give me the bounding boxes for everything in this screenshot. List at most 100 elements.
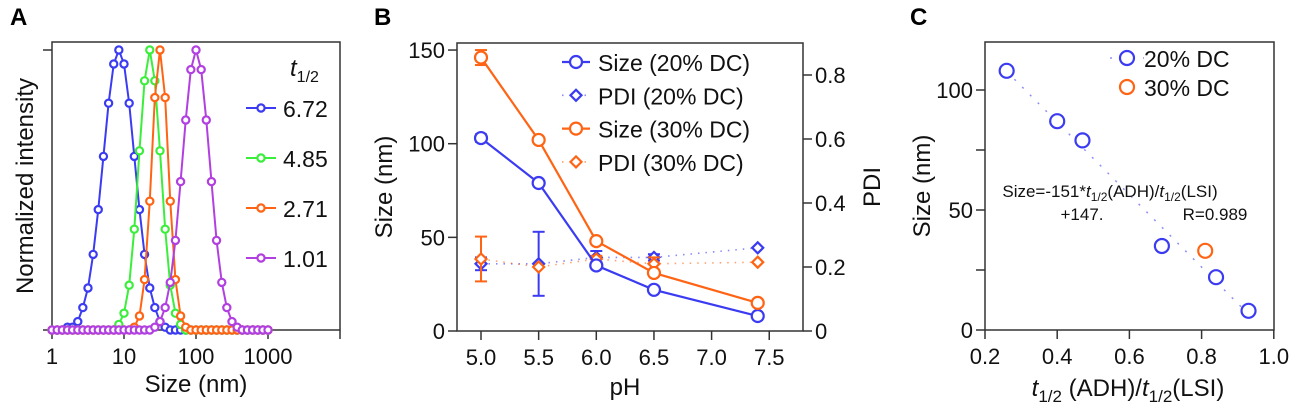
series-1.01 (47, 45, 273, 335)
data-point (93, 204, 103, 215)
data-point (150, 92, 160, 103)
legend-marker (568, 88, 584, 103)
legend-label: PDI (30% DC) (598, 150, 744, 176)
data-point (196, 64, 206, 75)
x-tick-label: 0.4 (1042, 344, 1073, 369)
data-point (227, 316, 237, 327)
fit-equation: Size=-151*t1/2(ADH)/t1/2(LSI) (1002, 182, 1217, 204)
plot-frame (456, 42, 804, 332)
legend-marker (1118, 78, 1136, 96)
data-point (155, 45, 165, 55)
data-point (175, 311, 186, 321)
series-6.72 (47, 45, 273, 335)
legend-marker (256, 203, 266, 213)
x-tick-label: 1 (46, 344, 58, 369)
data-point (646, 265, 662, 281)
legend-label: 30% DC (1144, 75, 1230, 101)
data-point (186, 64, 196, 75)
x-tick-label: 7.0 (696, 345, 727, 370)
data-point (1153, 237, 1170, 255)
y-tick-label: 50 (949, 198, 973, 223)
y-tick-label: 100 (408, 132, 445, 157)
series-2.71 (47, 45, 273, 335)
data-point (129, 224, 139, 234)
y-tick-label: 50 (421, 225, 445, 250)
legend-title: t1/2 (290, 55, 319, 86)
series-4.85 (47, 45, 273, 335)
legend-label: 4.85 (283, 146, 328, 172)
legend-label: 1.01 (283, 246, 328, 272)
data-point (160, 224, 170, 234)
data-point (750, 295, 765, 311)
legend-marker (568, 154, 584, 169)
fit-intercept: +147. (1060, 205, 1103, 224)
data-point (191, 45, 201, 55)
data-point (750, 240, 765, 255)
y2-tick-label: 0.8 (815, 63, 846, 88)
y-axis-label: Size (nm) (909, 135, 936, 238)
panel-b-ph-chart: 5.0 5.5 6.0 6.5 7.0 7.5 0 50 100 150 0 0.2 0.4 0.6 0.8… (371, 38, 886, 401)
data-point (589, 258, 604, 273)
data-point (217, 277, 227, 288)
data-point (1074, 132, 1091, 149)
data-point (750, 255, 765, 270)
legend-marker (568, 54, 584, 70)
x-tick-label: 0.8 (1186, 344, 1217, 369)
data-point (1197, 242, 1214, 259)
legend-label: 20% DC (1144, 46, 1230, 72)
data-point (165, 277, 175, 288)
data-point (160, 92, 170, 103)
panel-label-a: A (10, 4, 27, 31)
legend-marker (256, 103, 266, 113)
panel-label-b: B (374, 4, 391, 31)
data-point (646, 282, 662, 297)
data-point (473, 130, 489, 146)
data-point (263, 325, 273, 335)
x-axis-label: t1/2 (ADH)/t1/2(LSI) (1032, 375, 1225, 406)
data-point (129, 151, 139, 162)
data-point (206, 176, 217, 187)
x-tick-label: 0.6 (1114, 344, 1145, 369)
x-tick-label: 0.2 (970, 344, 1001, 369)
x-tick-label: 6.0 (581, 345, 612, 370)
data-point (78, 302, 88, 313)
data-point (1049, 113, 1066, 130)
x-tick-label: 5.0 (466, 345, 497, 370)
x-axis-label: pH (610, 374, 641, 401)
legend-marker (1118, 49, 1136, 67)
data-point (98, 151, 109, 162)
data-point (88, 249, 98, 260)
x-tick-label: 1000 (244, 344, 293, 369)
data-point (119, 59, 129, 69)
data-point (139, 274, 150, 285)
data-point (150, 302, 160, 313)
panel-label-c: C (910, 4, 927, 31)
series-Size (20% DC) (473, 130, 765, 324)
legend-label: 6.72 (283, 96, 328, 122)
data-point (1240, 302, 1257, 319)
data-point (531, 175, 546, 191)
data-point (145, 45, 155, 55)
data-point (589, 233, 604, 249)
series-line (480, 258, 758, 268)
data-point (1207, 269, 1225, 286)
y-tick-label: 0 (433, 319, 445, 344)
y-axis-label: Size (nm) (371, 136, 398, 239)
x-tick-label: 1.0 (1259, 344, 1290, 369)
legend-label: Size (30% DC) (598, 117, 750, 143)
series-30% DC (1197, 242, 1214, 259)
legend-label: 2.71 (283, 196, 328, 222)
data-point (103, 98, 114, 108)
legend-label: Size (20% DC) (598, 50, 750, 76)
legend-marker (568, 121, 584, 136)
data-point (134, 204, 145, 215)
data-point (124, 98, 134, 108)
data-point (124, 280, 134, 290)
data-point (134, 146, 145, 156)
data-point (201, 115, 211, 125)
legend-marker (256, 253, 266, 263)
data-point (160, 302, 170, 313)
x-tick-label: 100 (178, 344, 215, 369)
y2-tick-label: 0.4 (815, 191, 846, 216)
